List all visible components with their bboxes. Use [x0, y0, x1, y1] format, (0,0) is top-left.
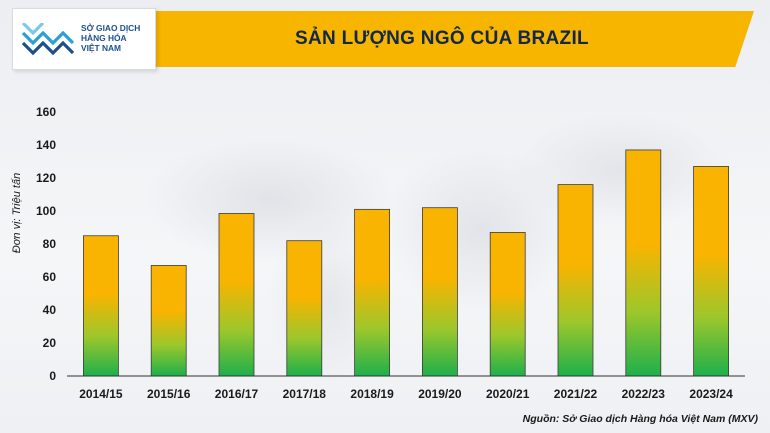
y-tick-label: 100: [36, 204, 56, 218]
bar: [286, 240, 323, 377]
logo: SỞ GIAO DỊCH HÀNG HÓA VIỆT NAM: [12, 8, 156, 70]
bars: [83, 149, 729, 377]
x-tick-label: 2018/19: [350, 387, 394, 401]
logo-line-1: SỞ GIAO DỊCH: [81, 23, 141, 33]
chart-title: SẢN LƯỢNG NGÔ CỦA BRAZIL: [295, 28, 589, 49]
y-tick-label: 120: [36, 171, 56, 185]
title-banner: [130, 11, 754, 67]
x-tick-label: 2021/22: [554, 387, 598, 401]
bar: [557, 184, 594, 377]
y-tick-label: 0: [49, 369, 56, 383]
x-tick-label: 2023/24: [689, 387, 733, 401]
mxv-chevron-logo-icon: [21, 23, 75, 56]
logo-text: SỞ GIAO DỊCH HÀNG HÓA VIỆT NAM: [81, 23, 155, 53]
y-tick-label: 80: [43, 237, 57, 251]
source-note: Nguồn: Sở Giao dịch Hàng hóa Việt Nam (M…: [522, 413, 758, 425]
y-axis-title: Đơn vị: Triệu tấn: [11, 173, 23, 253]
y-tick-label: 60: [43, 270, 57, 284]
bar: [150, 265, 187, 377]
bar: [218, 213, 255, 377]
bar: [83, 235, 119, 377]
bar: [489, 232, 526, 377]
x-tick-label: 2014/15: [79, 387, 123, 401]
bar: [693, 166, 729, 377]
x-tick-label: 2020/21: [486, 387, 530, 401]
logo-line-2: HÀNG HÓA: [81, 33, 127, 43]
bar: [625, 149, 662, 377]
y-tick-label: 20: [43, 336, 57, 350]
x-axis: 2014/15 2015/16 2016/17 2017/18 2018/19 2019/…: [67, 375, 745, 401]
bar: [354, 208, 391, 377]
y-tick-label: 160: [36, 105, 56, 119]
y-axis: 0 20 40 60 80 100 120 140 160: [36, 105, 56, 383]
x-tick-label: 2015/16: [147, 387, 191, 401]
x-tick-label: 2019/20: [418, 387, 462, 401]
y-tick-label: 140: [36, 138, 56, 152]
bar: [421, 207, 458, 377]
x-tick-label: 2016/17: [215, 387, 259, 401]
x-tick-label: 2017/18: [283, 387, 327, 401]
y-tick-label: 40: [43, 303, 57, 317]
x-tick-label: 2022/23: [622, 387, 666, 401]
logo-line-3: VIỆT NAM: [81, 43, 122, 53]
